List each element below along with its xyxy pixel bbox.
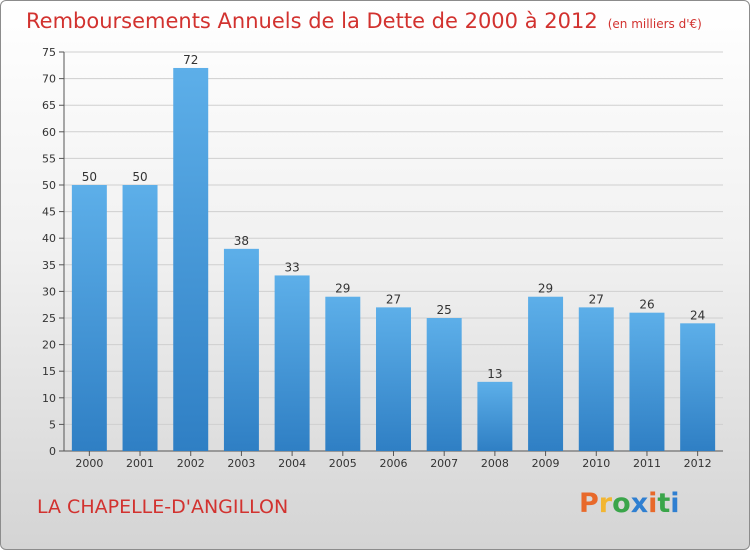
x-tick-label: 2005 (329, 457, 357, 470)
logo-letter: t (657, 488, 671, 519)
x-tick-label: 2010 (582, 457, 610, 470)
y-tick-label: 55 (42, 152, 56, 165)
bar (325, 296, 361, 451)
commune-name: LA CHAPELLE-D'ANGILLON (37, 496, 289, 518)
y-tick-label: 70 (42, 73, 56, 86)
y-tick-label: 40 (42, 232, 56, 245)
x-tick-label: 2000 (75, 457, 103, 470)
y-tick-label: 45 (42, 206, 56, 219)
y-tick-label: 60 (42, 126, 56, 139)
y-tick-label: 20 (42, 339, 56, 352)
bar (223, 248, 259, 451)
bar-value-label: 26 (639, 298, 654, 312)
bar-value-label: 27 (589, 292, 604, 306)
logo-letter: r (598, 488, 613, 519)
x-tick-label: 2001 (126, 457, 154, 470)
y-tick-label: 15 (42, 365, 56, 378)
bar (680, 323, 716, 451)
bar (376, 307, 411, 451)
x-tick-label: 2011 (633, 457, 661, 470)
bar (71, 185, 107, 451)
bar (122, 185, 158, 451)
bar-value-label: 13 (487, 367, 502, 381)
y-tick-label: 25 (42, 312, 56, 325)
chart-subtitle: (en milliers d'€) (607, 17, 702, 31)
x-tick-label: 2002 (177, 457, 205, 470)
bar-value-label: 25 (437, 303, 452, 317)
logo-letter: o (612, 488, 631, 519)
bar (528, 296, 564, 451)
bar-value-label: 38 (234, 234, 249, 248)
bar (578, 307, 614, 451)
logo-letter: x (630, 488, 649, 519)
x-tick-label: 2003 (227, 457, 255, 470)
x-tick-label: 2009 (532, 457, 560, 470)
bar (477, 381, 513, 451)
x-tick-label: 2007 (430, 457, 458, 470)
bar-value-label: 72 (183, 53, 198, 67)
bar-value-label: 29 (538, 282, 553, 296)
bar-value-label: 24 (690, 308, 705, 322)
bar-value-label: 50 (82, 170, 97, 184)
bar (629, 312, 665, 451)
y-tick-label: 10 (42, 392, 56, 405)
y-tick-label: 65 (42, 99, 56, 112)
x-tick-label: 2004 (278, 457, 306, 470)
bar (426, 318, 462, 451)
x-tick-label: 2006 (380, 457, 408, 470)
bar-value-label: 29 (335, 282, 350, 296)
logo-letter: i (648, 488, 658, 519)
chart-title-block: Remboursements Annuels de la Dette de 20… (26, 9, 702, 33)
logo-letter: i (670, 488, 680, 519)
proxiti-logo: Proxiti (579, 488, 680, 519)
bar-value-label: 33 (284, 260, 299, 274)
y-tick-label: 75 (42, 46, 56, 59)
logo-letter: P (579, 488, 599, 519)
chart-title: Remboursements Annuels de la Dette de 20… (26, 9, 598, 33)
y-tick-label: 5 (49, 418, 56, 431)
bar (274, 275, 310, 451)
y-tick-label: 50 (42, 179, 56, 192)
x-tick-label: 2008 (481, 457, 509, 470)
x-tick-label: 2012 (684, 457, 712, 470)
y-tick-label: 0 (49, 445, 56, 458)
y-tick-label: 35 (42, 259, 56, 272)
bar-value-label: 27 (386, 292, 401, 306)
bar (173, 67, 209, 452)
bar-value-label: 50 (132, 170, 147, 184)
y-tick-label: 30 (42, 285, 56, 298)
